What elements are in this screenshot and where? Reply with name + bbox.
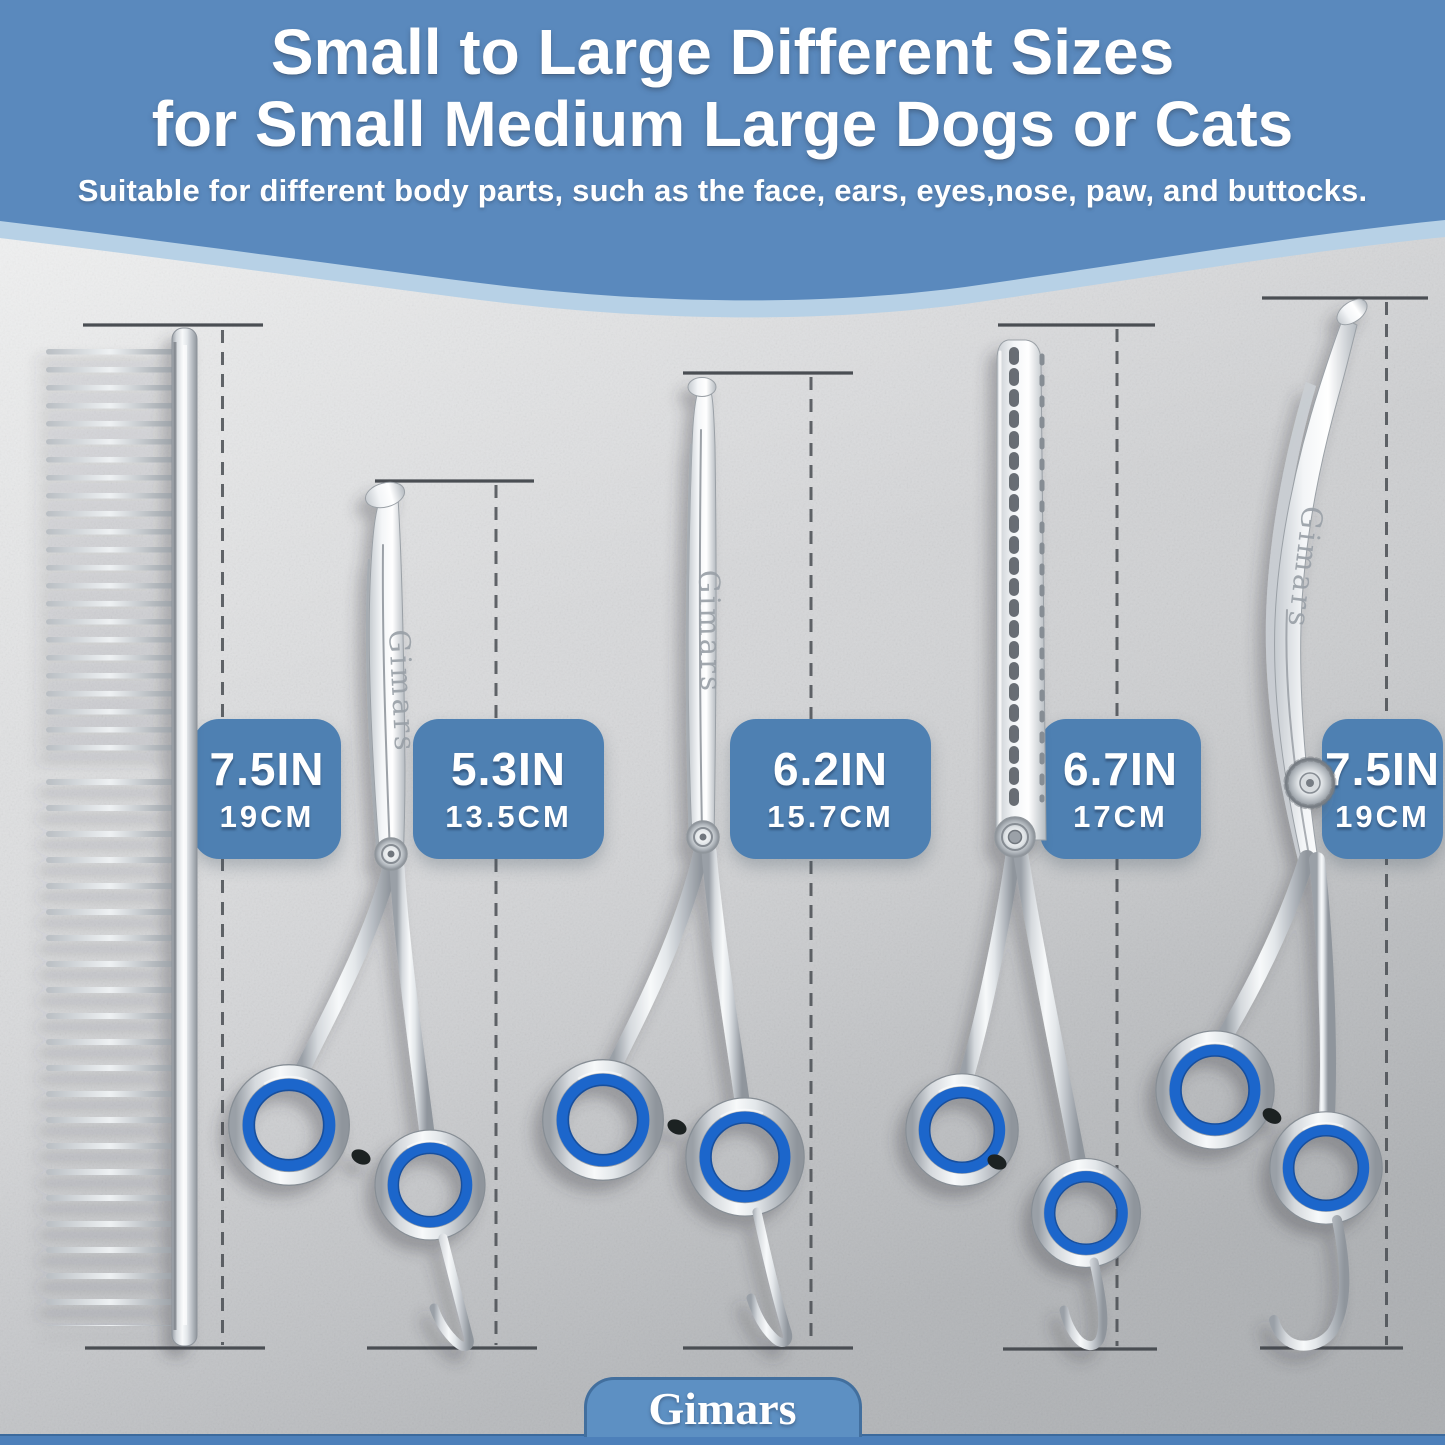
size-centimeters: 19CM: [1335, 799, 1430, 834]
brand-badge: Gimars: [583, 1377, 862, 1437]
size-inches: 6.7IN: [1063, 743, 1178, 795]
title-line-2: for Small Medium Large Dogs or Cats: [151, 88, 1294, 161]
header-wave-dark: [0, 0, 1445, 301]
size-centimeters: 17CM: [1073, 799, 1168, 834]
header-subtitle: Suitable for different body parts, such …: [77, 172, 1368, 208]
size-inches: 7.5IN: [209, 743, 325, 795]
size-label-thinning: 6.7IN 17CM: [1040, 719, 1201, 859]
size-label-scissors-53: 5.3IN 13.5CM: [413, 719, 604, 859]
size-inches: 5.3IN: [451, 743, 566, 795]
title-line-1: Small to Large Different Sizes: [270, 16, 1175, 88]
size-label-comb: 7.5IN 19CM: [193, 719, 341, 859]
size-label-curved: 7.5IN 19CM: [1322, 719, 1443, 859]
size-inches: 6.2IN: [773, 743, 888, 795]
header-text-block: Small to Large Different Sizes for Small…: [0, 16, 1445, 209]
size-centimeters: 19CM: [219, 799, 315, 834]
header-banner: [0, 0, 1445, 318]
size-centimeters: 15.7CM: [767, 799, 894, 834]
size-inches: 7.5IN: [1325, 743, 1440, 795]
size-label-scissors-62: 6.2IN 15.7CM: [730, 719, 931, 859]
brand-name: Gimars: [648, 1383, 797, 1434]
size-centimeters: 13.5CM: [445, 799, 572, 834]
